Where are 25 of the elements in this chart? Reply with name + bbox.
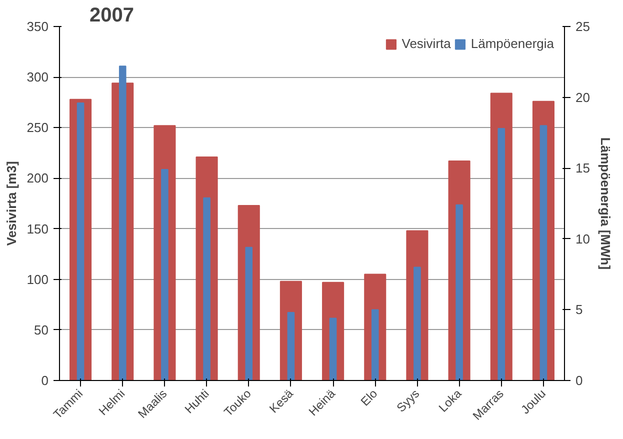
x-tick-label: Elo	[358, 386, 380, 409]
y2-tick-label: 20	[576, 90, 590, 105]
y-tick-label: 150	[26, 221, 49, 236]
y-tick-label: 300	[26, 70, 49, 85]
legend-label: Vesivirta	[402, 36, 451, 51]
y-tick-label: 350	[26, 19, 49, 34]
y-tick-label: 50	[34, 322, 49, 338]
y2-tick-label: 0	[576, 373, 583, 388]
y2-tick-label: 10	[576, 231, 590, 246]
legend-label: Lämpöenergia	[470, 36, 554, 51]
y2-tick-label: 5	[576, 302, 583, 318]
y2-tick-label: 15	[576, 160, 590, 176]
y2-axis-title: Lämpöenergia [MWh]	[598, 137, 613, 270]
y-axis-title: Vesivirta [m3]	[4, 161, 19, 246]
bar	[414, 266, 421, 380]
y-tick-label: 0	[41, 373, 49, 388]
chart-title: 2007	[90, 4, 134, 26]
bar	[329, 318, 337, 380]
y-tick-label: 100	[26, 272, 49, 287]
y2-tick-label: 25	[576, 19, 590, 34]
y-tick-label: 200	[26, 170, 49, 186]
bar	[287, 312, 295, 380]
bar	[371, 309, 379, 380]
bar	[245, 246, 253, 380]
y-tick-label: 250	[26, 120, 49, 136]
